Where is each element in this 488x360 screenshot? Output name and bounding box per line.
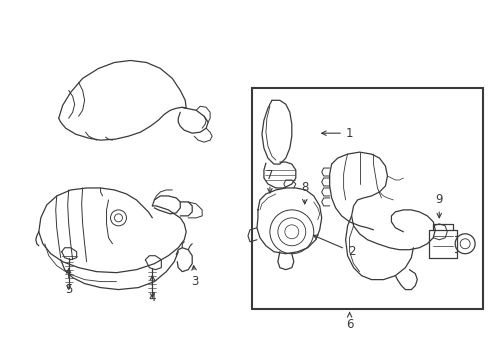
Text: 6: 6 xyxy=(345,312,353,331)
Text: 8: 8 xyxy=(301,181,308,204)
Text: 2: 2 xyxy=(313,235,355,258)
Text: 7: 7 xyxy=(265,168,273,193)
Text: 1: 1 xyxy=(321,127,353,140)
Text: 9: 9 xyxy=(435,193,442,218)
Text: 3: 3 xyxy=(191,266,199,288)
Text: 5: 5 xyxy=(65,269,72,296)
Text: 4: 4 xyxy=(148,276,156,304)
Bar xyxy=(251,88,482,310)
